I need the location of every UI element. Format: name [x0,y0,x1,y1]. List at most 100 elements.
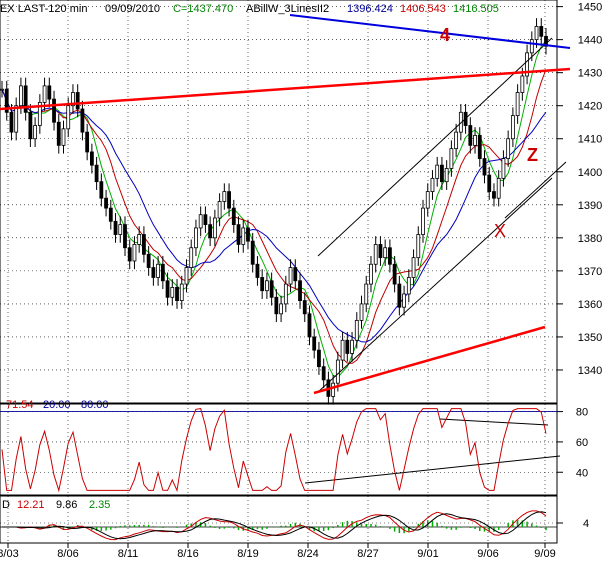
rsi-support-line [304,455,561,484]
candle-body [354,320,359,341]
oscillator-layer [0,510,557,541]
candle-body [544,35,548,47]
candle-body [175,286,179,301]
candle-body [534,26,539,41]
candle-body [132,244,137,262]
price-axis-label: 1340 [578,365,602,377]
grid-layer [0,0,557,543]
candle-body [435,164,440,179]
time-axis-label: 9/06 [477,548,498,560]
axis-layer: 1340 1350 1360 1370 1380 1390 1400 1410 1420 1430… [0,2,602,560]
candle-body [274,296,279,315]
price-axis-label: 1410 [578,134,602,146]
candle-body [359,303,364,321]
price-axis-label: 1420 [578,101,602,113]
candle-body [212,217,217,239]
price-axis-label: 1370 [578,266,602,278]
osc-header-value-3: 2.35 [89,499,110,511]
candle-body [302,300,307,315]
candle-body [250,240,255,265]
candle-body [444,168,449,183]
candle-body [525,52,529,77]
price-axis-label: 1350 [578,332,602,344]
blue-trend-line [289,14,571,49]
candle-body [501,158,506,179]
candle-body [515,92,520,117]
candle-body [411,257,416,278]
candle-body [283,283,288,305]
candle-body [23,85,28,113]
candle-body [71,92,75,107]
price-axis-label: 1400 [578,167,602,179]
candle-body [387,247,392,265]
candle-body [260,277,265,292]
osc-header-value-1: 12.21 [17,499,45,511]
candle-body [307,313,312,338]
header-close: C=1437.470 [173,3,233,15]
ma-red-line [1,69,547,364]
rsi-line [1,408,547,493]
ma-green-line [1,39,547,378]
candle-body [179,283,184,301]
time-axis-label: 8/06 [57,548,78,560]
candle-body [113,220,118,235]
osc-signal-line [2,511,547,540]
candle-body [194,227,198,249]
time-axis-label: 8/03 [0,548,19,560]
annotation-wave-4: 4 [440,25,450,45]
price-axis-label: 1360 [578,299,602,311]
time-axis-label: 8/16 [177,548,198,560]
trendline-layer [0,14,571,484]
candle-body [468,125,473,146]
header-symbol: EX LAST-120 min [0,3,87,15]
candle-body [364,283,369,305]
candle-body [369,263,373,285]
candle-body [217,201,222,219]
candle-body [4,88,9,113]
time-axis-label: 8/19 [237,548,258,560]
candle-body [9,111,14,133]
candle-body [241,227,246,245]
price-panel-frame [0,0,558,404]
rsi-resistance-line [439,418,549,426]
candle-body [383,247,388,259]
candle-body [160,263,165,282]
candle-body [482,158,487,176]
candle-body [510,115,515,140]
candle-body [0,88,4,91]
candle-body [156,263,161,278]
candle-body [473,135,477,146]
channel-lower-line-2 [504,161,567,219]
candle-body [123,224,127,249]
candle-body [340,339,345,361]
candle-body [75,92,80,110]
candle-body [66,105,71,130]
candle-body [402,293,406,308]
candle-body [440,164,444,183]
time-axis-label: 9/09 [534,548,555,560]
candle-body [449,148,454,169]
rsi-axis-label: 40 [576,467,588,479]
candle-body [458,111,463,133]
ma-blue-line [1,89,547,343]
moving-average-layer [1,39,547,378]
candle-body [430,177,435,192]
candle-body [312,336,317,351]
candle-body [137,234,142,245]
candle-body [317,349,321,368]
candle-body [56,121,61,146]
osc-header-value-2: 9.86 [56,499,77,511]
annotation-wave-x: X [494,221,506,241]
red-resistance-line [0,67,571,111]
candle-body [61,128,66,146]
channel-upper-line [317,37,553,257]
candle-body [421,207,425,235]
rsi-layer [1,408,547,493]
candle-body [520,75,525,93]
candle-body [80,108,85,133]
price-axis-label: 1390 [578,200,602,212]
candle-body [104,197,108,209]
price-axis-label: 1430 [578,68,602,80]
candle-body [33,125,38,140]
candle-body [52,98,56,123]
